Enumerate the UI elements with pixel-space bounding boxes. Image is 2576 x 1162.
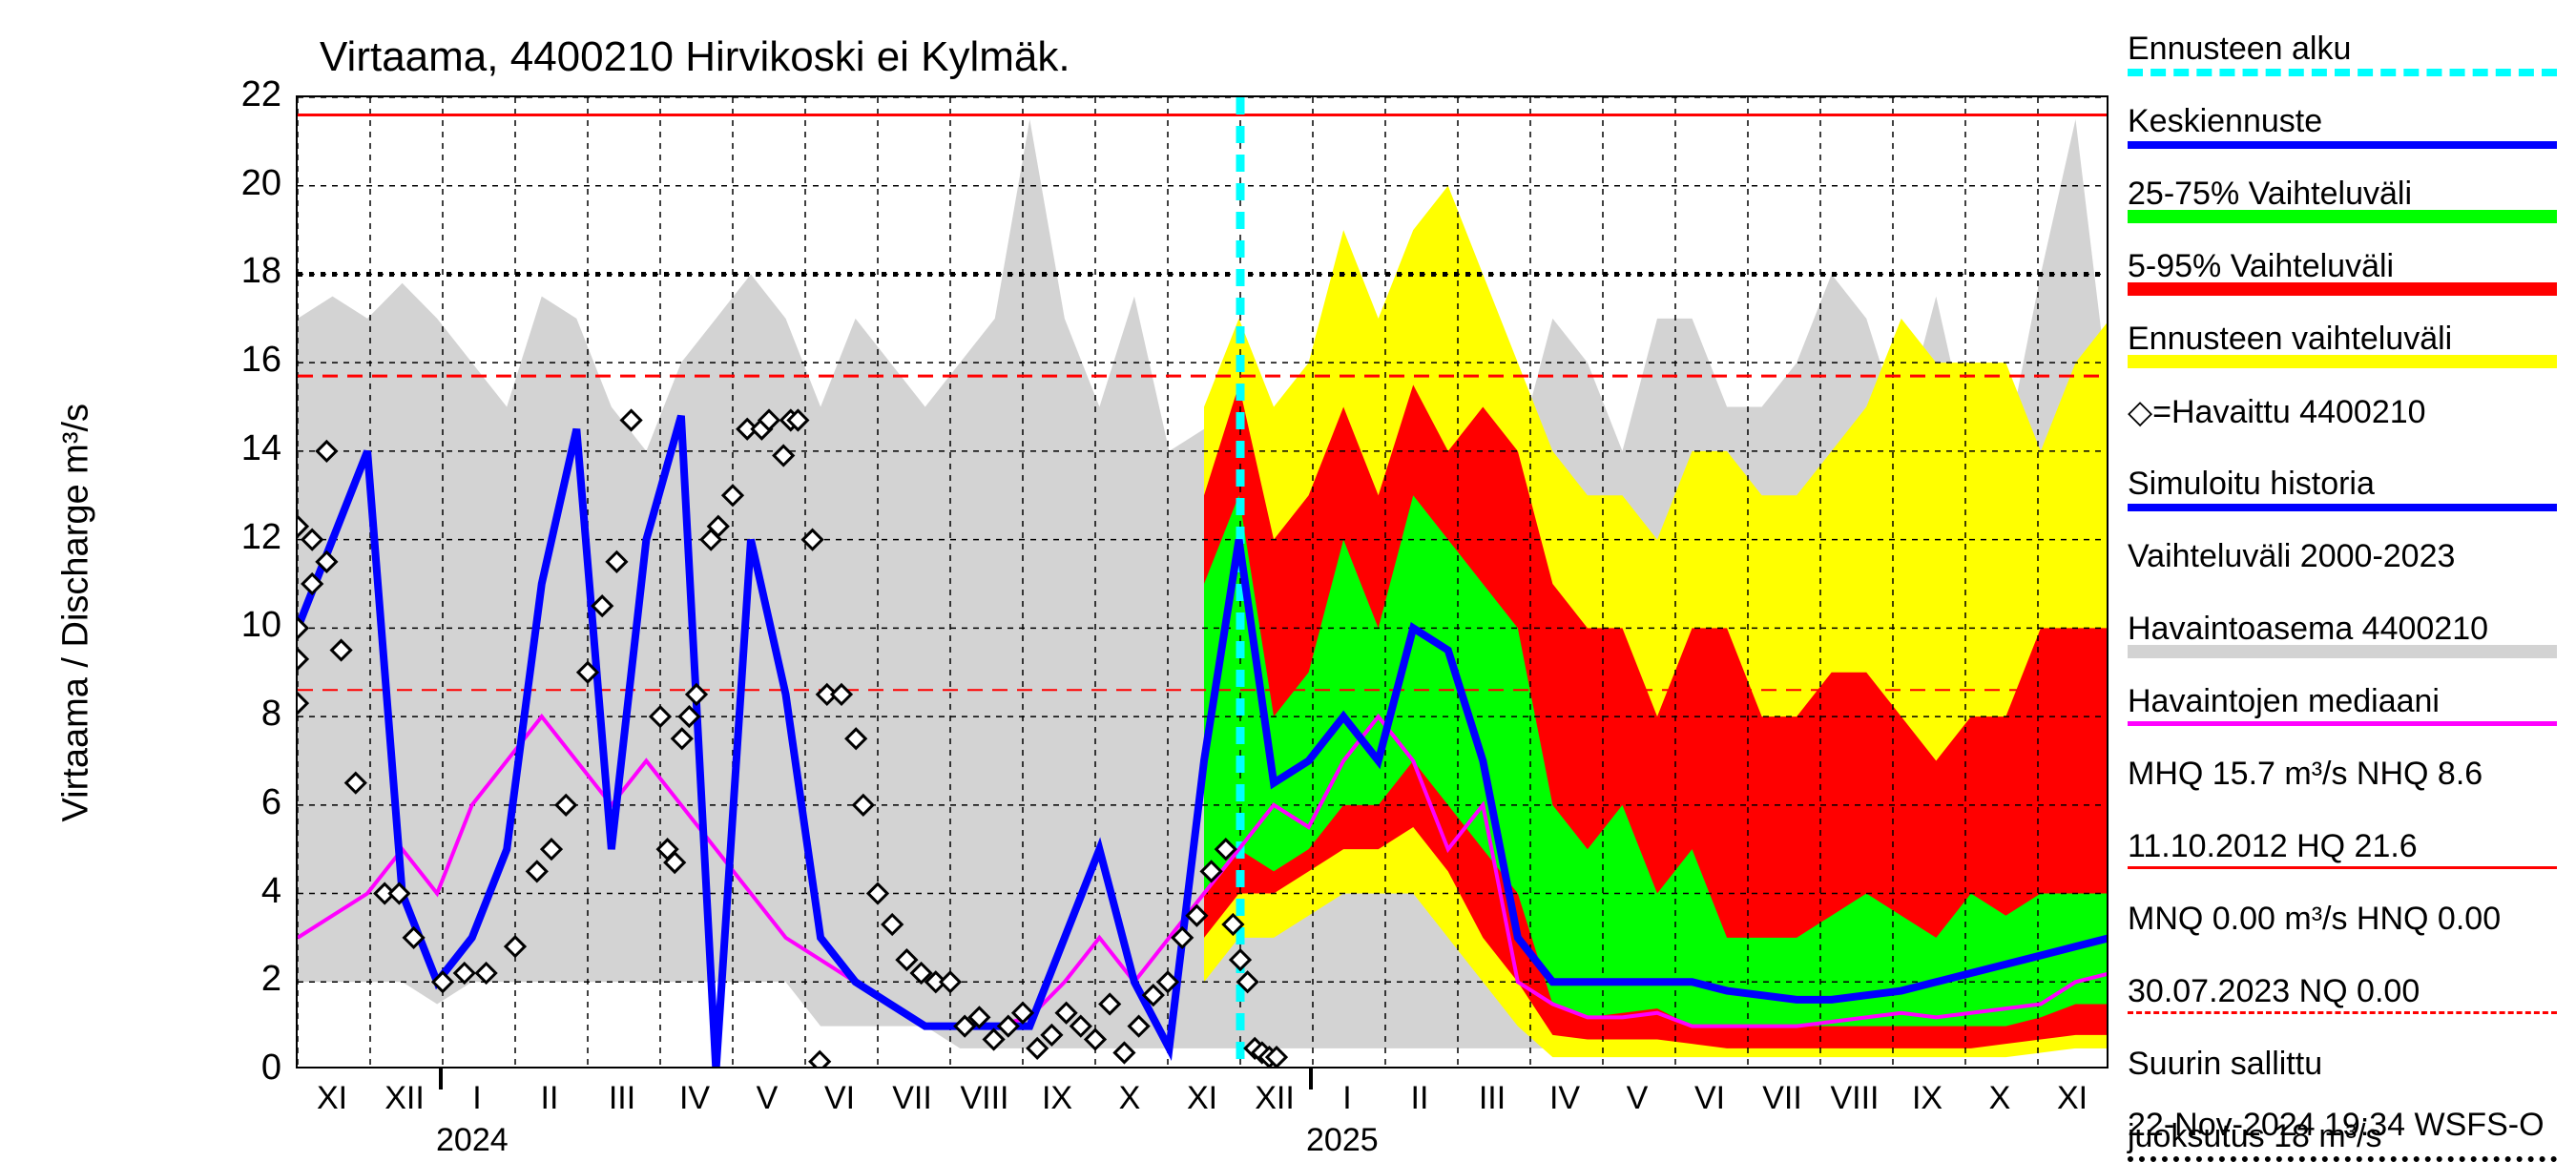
legend-swatch-block [2128, 355, 2557, 368]
x-tick-month: VII [1744, 1080, 1820, 1117]
x-tick-month: XI [1164, 1080, 1240, 1117]
footer-timestamp: 22-Nov-2024 19:34 WSFS-O [2128, 1107, 2545, 1144]
x-tick-month: VII [874, 1080, 950, 1117]
legend-label: 30.07.2023 NQ 0.00 [2128, 973, 2420, 1010]
y-tick: 4 [219, 871, 281, 912]
x-tick-month: VI [1672, 1080, 1748, 1117]
x-tick-month: IV [656, 1080, 733, 1117]
chart-container: Virtaama / Discharge m³/s Virtaama, 4400… [0, 0, 2576, 1145]
legend-label: Ennusteen vaihteluväli [2128, 321, 2452, 358]
plot-svg [298, 97, 2107, 1067]
x-tick-month: IV [1527, 1080, 1603, 1117]
x-tick-month: X [1091, 1080, 1168, 1117]
legend-swatch-line [2128, 69, 2557, 76]
legend-swatch-line [2128, 141, 2557, 149]
x-tick-month: II [511, 1080, 588, 1117]
legend-label: Ennusteen alku [2128, 31, 2351, 68]
legend-label: Havaintoasema 4400210 [2128, 611, 2488, 648]
x-tick-month: IX [1889, 1080, 1965, 1117]
legend-label: ◇=Havaittu 4400210 [2128, 393, 2426, 431]
y-tick: 0 [219, 1048, 281, 1089]
x-tick-month: II [1381, 1080, 1458, 1117]
y-tick: 10 [219, 605, 281, 646]
y-tick: 16 [219, 340, 281, 381]
x-tick-month: V [1599, 1080, 1675, 1117]
x-tick-month: XII [366, 1080, 443, 1117]
legend-label: Havaintojen mediaani [2128, 683, 2440, 720]
y-tick: 6 [219, 782, 281, 823]
x-tick-month: III [1454, 1080, 1530, 1117]
y-tick: 20 [219, 163, 281, 204]
x-tick-month: V [729, 1080, 805, 1117]
x-tick-month: VIII [946, 1080, 1023, 1117]
legend-label: Keskiennuste [2128, 103, 2322, 140]
legend-swatch-block [2128, 210, 2557, 223]
plot-area [296, 95, 2109, 1069]
legend-label: Suurin sallittu [2128, 1046, 2322, 1083]
legend-label: 11.10.2012 HQ 21.6 [2128, 828, 2418, 865]
y-axis-label: Virtaama / Discharge m³/s [56, 345, 97, 822]
legend-label: 25-75% Vaihteluväli [2128, 176, 2412, 213]
x-tick-month: XI [2034, 1080, 2110, 1117]
legend-swatch-line [2128, 1011, 2557, 1014]
y-tick: 12 [219, 517, 281, 558]
x-tick-month: VI [801, 1080, 878, 1117]
legend-label: MHQ 15.7 m³/s NHQ 8.6 [2128, 756, 2483, 793]
y-tick: 22 [219, 74, 281, 115]
x-tick-month: IX [1019, 1080, 1095, 1117]
x-tick-month: I [1309, 1080, 1385, 1117]
legend-swatch-line [2128, 504, 2557, 511]
legend-label: 5-95% Vaihteluväli [2128, 248, 2394, 285]
legend-label: Vaihteluväli 2000-2023 [2128, 538, 2455, 575]
chart-title: Virtaama, 4400210 Hirvikoski ei Kylmäk. [320, 33, 1070, 81]
y-tick: 2 [219, 959, 281, 1000]
x-tick-month: I [439, 1080, 515, 1117]
x-year-label: 2024 [436, 1122, 509, 1159]
y-tick: 8 [219, 694, 281, 735]
y-tick: 14 [219, 428, 281, 469]
legend-swatch-line [2128, 1156, 2557, 1162]
legend-swatch-line [2128, 721, 2557, 726]
x-tick-month: III [584, 1080, 660, 1117]
x-tick-month: VIII [1817, 1080, 1893, 1117]
x-tick-month: XI [294, 1080, 370, 1117]
x-tick-month: XII [1236, 1080, 1313, 1117]
y-tick: 18 [219, 251, 281, 292]
legend-swatch-block [2128, 282, 2557, 296]
legend-label: Simuloitu historia [2128, 466, 2375, 503]
x-year-label: 2025 [1306, 1122, 1379, 1159]
x-tick-month: X [1962, 1080, 2038, 1117]
legend-label: MNQ 0.00 m³/s HNQ 0.00 [2128, 901, 2501, 938]
legend-swatch-block [2128, 645, 2557, 658]
legend-swatch-line [2128, 866, 2557, 869]
